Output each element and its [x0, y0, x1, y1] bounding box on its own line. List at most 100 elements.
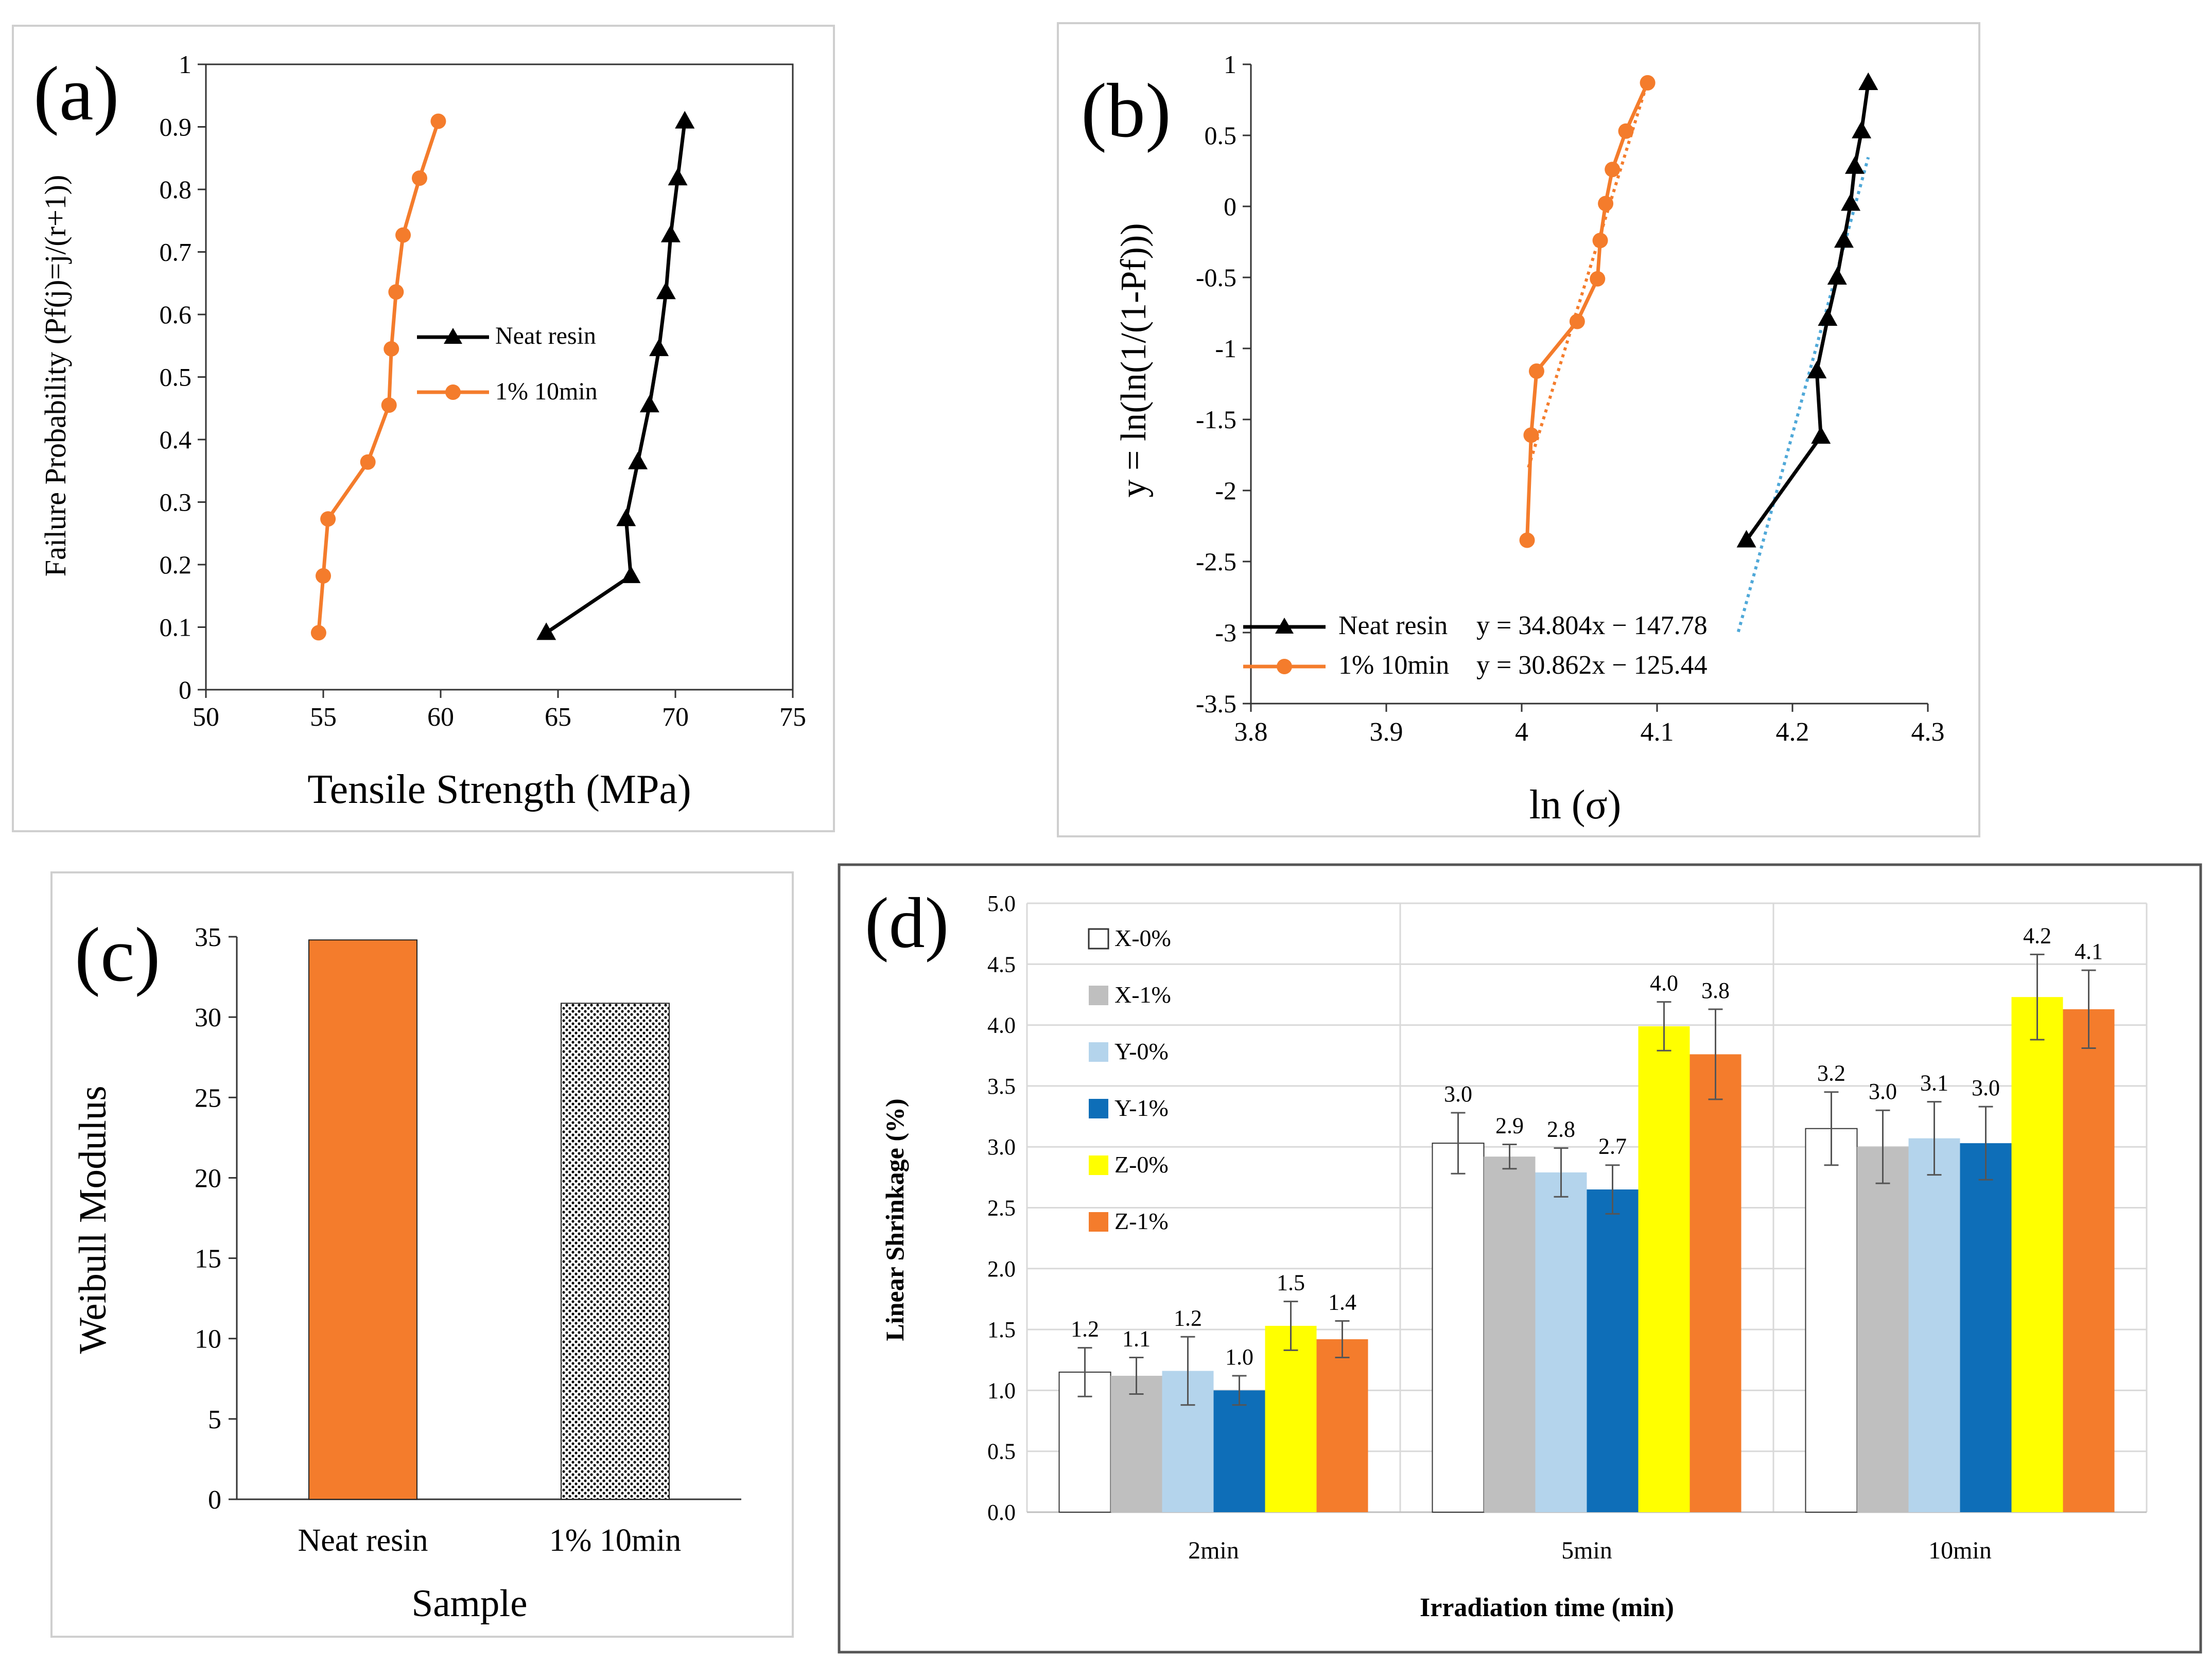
data-label-d: 1.5 [1277, 1270, 1305, 1295]
bar-z-1pct-5min [1690, 1054, 1741, 1512]
panel-c-frame [50, 871, 794, 1638]
y-tick-label-d: 2.5 [987, 1196, 1016, 1221]
y-tick-label-a: 1 [179, 50, 191, 79]
data-point-neat-resin [1858, 72, 1878, 90]
bar-y-0pct-10min [1908, 1138, 1960, 1512]
legend-swatch-d [1089, 1099, 1108, 1118]
data-point-neat-resin [616, 509, 636, 527]
legend-b-neat-marker [1275, 618, 1294, 634]
y-tick-label-d: 0.0 [987, 1500, 1016, 1525]
data-label-d: 3.2 [1817, 1061, 1845, 1086]
data-point-1pct-10min [384, 341, 399, 357]
data-point-neat-resin [1818, 308, 1838, 326]
legend-b-neat-equation: y = 34.804x − 147.78 [1476, 611, 1708, 640]
data-point-1pct-10min [1590, 271, 1606, 287]
bar-y-1pct-2min [1213, 1390, 1265, 1512]
data-point-neat-resin [536, 622, 556, 640]
x-axis-title-b: ln (σ) [1529, 782, 1622, 828]
y-tick-label-c: 10 [195, 1325, 221, 1354]
bar-y-1pct-5min [1587, 1189, 1639, 1512]
legend-b: Neat resin y = 34.804x − 147.78 1% 10min… [1243, 611, 1708, 680]
bar-x-1pct-2min [1110, 1376, 1162, 1512]
series-line-neat-resin [545, 121, 687, 635]
bar-x-1pct-5min [1484, 1157, 1536, 1512]
y-axis-title-c: Weibull Modulus [72, 1085, 114, 1354]
legend-a-1pct-marker [445, 384, 461, 400]
bar-y-0pct-5min [1535, 1172, 1587, 1512]
data-point-neat-resin [656, 282, 676, 300]
data-point-neat-resin [1811, 426, 1831, 444]
panel-d-frame [838, 863, 2202, 1654]
y-tick-label-b: 0.5 [1205, 121, 1237, 150]
data-label-d: 1.1 [1122, 1326, 1151, 1352]
y-axis-title-b: y = ln(ln(1/(1-Pf))) [1114, 223, 1154, 497]
data-point-1pct-10min [310, 625, 326, 641]
category-label-c: 1% 10min [549, 1523, 682, 1558]
data-label-d: 3.0 [1444, 1081, 1472, 1107]
x-tick-label-b: 4.2 [1776, 717, 1809, 747]
y-tick-label-c: 0 [208, 1485, 221, 1515]
legend-a-neat-marker [444, 328, 462, 344]
series-line-b [1745, 82, 1870, 541]
y-tick-label-d: 0.5 [987, 1439, 1016, 1464]
bar-1-10min [561, 1003, 670, 1500]
bar-x-1pct-10min [1857, 1147, 1909, 1512]
data-point-neat-resin [1834, 230, 1854, 248]
x-tick-label-b: 3.9 [1370, 717, 1403, 747]
data-point-neat-resin [649, 338, 669, 356]
y-tick-label-d: 3.0 [987, 1134, 1016, 1160]
data-point-1pct-10min [1618, 123, 1634, 139]
x-tick-label-a: 50 [193, 703, 219, 732]
data-point-1pct-10min [430, 113, 446, 129]
data-point-1pct-10min [411, 170, 427, 186]
category-label-d: 2min [1188, 1537, 1239, 1564]
data-label-d: 1.4 [1328, 1290, 1356, 1315]
data-point-1pct-10min [1592, 233, 1608, 249]
bar-neat-resin [308, 939, 417, 1500]
y-tick-label-a: 0.1 [160, 613, 192, 642]
y-axis-title-d: Linear Shrinkage (%) [880, 1098, 909, 1341]
y-tick-label-b: -3 [1215, 618, 1236, 647]
legend-a-1pct-label: 1% 10min [495, 378, 598, 405]
data-point-neat-resin [660, 224, 681, 242]
legend-label-d: Y-0% [1114, 1038, 1169, 1064]
x-axis-title-a: Tensile Strength (MPa) [307, 767, 691, 812]
legend-swatch-d [1088, 928, 1109, 950]
data-point-neat-resin [1736, 530, 1756, 548]
data-point-1pct-10min [1640, 75, 1656, 91]
y-tick-label-b: -1.5 [1196, 405, 1236, 434]
y-tick-label-d: 2.0 [987, 1256, 1016, 1282]
panel-a-frame [12, 25, 835, 832]
data-label-d: 3.1 [1920, 1071, 1948, 1096]
data-label-d: 3.0 [1972, 1075, 2000, 1100]
x-tick-label-a: 65 [545, 703, 571, 732]
y-tick-label-c: 35 [195, 923, 221, 952]
y-tick-label-d: 4.5 [987, 952, 1016, 977]
y-tick-label-a: 0.5 [160, 363, 192, 392]
data-point-neat-resin [628, 451, 648, 469]
x-tick-label-b: 4.3 [1911, 717, 1945, 747]
bar-x-0pct-5min [1432, 1143, 1485, 1513]
series-line-b [1525, 82, 1649, 540]
data-point-neat-resin [1852, 120, 1872, 138]
data-label-d: 3.0 [1869, 1079, 1897, 1104]
category-label-d: 10min [1928, 1537, 1992, 1564]
category-label-c: Neat resin [298, 1523, 428, 1558]
data-point-neat-resin [1807, 361, 1827, 379]
panel-a: 50 55 60 65 70 75 0 0.1 0.2 0.3 0.4 0.5 0.6 0.7 0.8 0.9… [33, 50, 806, 812]
bar-z-0pct-5min [1638, 1026, 1690, 1512]
data-point-1pct-10min [1605, 162, 1621, 178]
y-tick-label-a: 0 [179, 675, 191, 704]
legend-label-d: Y-1% [1114, 1095, 1169, 1121]
y-tick-label-a: 0.6 [160, 300, 192, 329]
y-tick-label-c: 15 [195, 1245, 221, 1274]
bar-z-0pct-2min [1265, 1326, 1317, 1512]
legend-label-d: X-1% [1114, 982, 1171, 1008]
x-tick-label-a: 70 [662, 703, 689, 732]
bar-x-0pct-10min [1805, 1128, 1858, 1513]
y-tick-label-d: 3.5 [987, 1074, 1016, 1099]
y-tick-label-b: -0.5 [1196, 263, 1236, 292]
y-tick-label-b: -1 [1215, 334, 1236, 363]
legend-label-d: Z-1% [1114, 1208, 1169, 1234]
